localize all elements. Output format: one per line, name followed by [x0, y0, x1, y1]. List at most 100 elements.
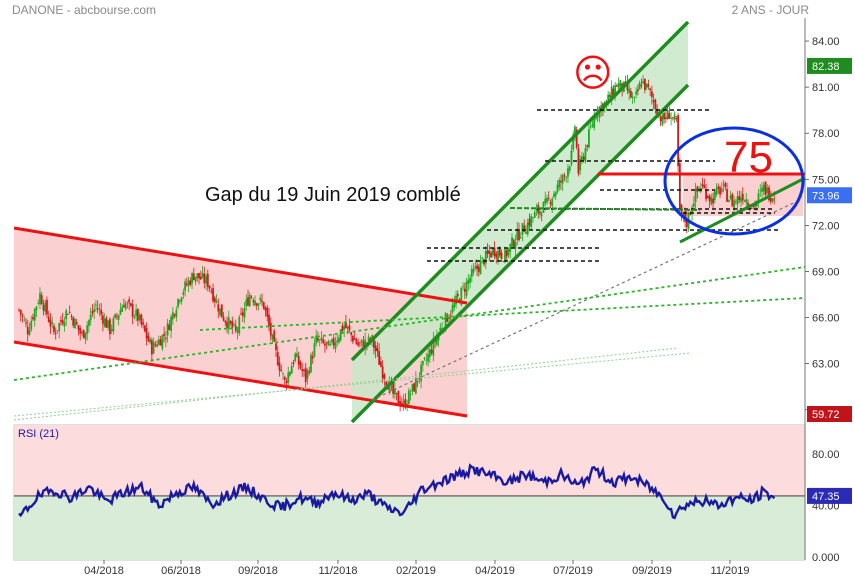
candle-body — [678, 163, 681, 208]
candle-body — [713, 191, 716, 201]
candle-body — [383, 374, 386, 380]
candle-body — [348, 325, 351, 331]
rsi-zone-oversold — [14, 495, 805, 560]
candle-body — [385, 381, 388, 385]
candle-body — [54, 332, 57, 334]
candle-body — [453, 302, 456, 308]
candle-body — [460, 287, 463, 305]
candle-body — [261, 300, 263, 303]
candle-body — [633, 97, 636, 99]
sad-face-icon: ☹ — [573, 51, 613, 95]
candle-body — [626, 82, 629, 91]
candle-body — [376, 348, 379, 352]
candle-body — [462, 286, 464, 287]
candle-body — [491, 248, 494, 255]
candle-body — [96, 307, 99, 310]
price-tick-label: 72.00 — [812, 220, 840, 232]
candle-body — [479, 260, 482, 275]
candle-body — [30, 320, 33, 330]
candle-body — [766, 187, 769, 194]
candle-body — [638, 82, 641, 90]
x-tick-label: 06/2018 — [161, 565, 201, 577]
candle-body — [33, 308, 36, 321]
candle-body — [640, 85, 643, 86]
ascending-channel-bottom — [350, 83, 690, 424]
candle-body — [23, 319, 26, 321]
candle-body — [81, 332, 83, 334]
candle-body — [121, 306, 124, 312]
level-75-annotation: 75 — [724, 133, 773, 182]
candle-body — [397, 391, 400, 404]
candle-body — [357, 342, 360, 346]
candle-body — [682, 212, 685, 216]
candle-body — [535, 208, 538, 211]
candle-body — [84, 332, 87, 340]
candle-body — [250, 296, 253, 298]
candle-body — [109, 319, 111, 335]
price-badge — [807, 187, 852, 204]
candle-body — [154, 344, 157, 346]
ascending-channel-fill — [352, 22, 688, 422]
candle-body — [532, 217, 534, 219]
candle-body — [140, 314, 143, 325]
price-badge-label: 82.38 — [812, 61, 840, 73]
candle-body — [306, 370, 309, 379]
candle-body — [497, 250, 499, 261]
candle-body — [156, 344, 159, 347]
candle-body — [341, 325, 344, 332]
candle-body — [659, 116, 662, 122]
candle-body — [708, 195, 711, 202]
candle-body — [112, 318, 115, 332]
candle-body — [163, 333, 166, 336]
candle-body — [136, 309, 139, 321]
candle-body — [49, 319, 52, 327]
candle-body — [157, 339, 160, 345]
candle-body — [367, 336, 370, 341]
candle-body — [297, 356, 300, 365]
candle-body — [724, 183, 727, 187]
candle-body — [334, 342, 337, 349]
candle-body — [502, 261, 505, 262]
candle-body — [673, 114, 676, 120]
candle-body — [675, 118, 678, 119]
candle-body — [110, 329, 113, 332]
candle-body — [726, 189, 728, 202]
candle-body — [374, 345, 377, 352]
candle-body — [325, 342, 328, 344]
ascending-channel-top — [350, 20, 690, 362]
candle-body — [257, 303, 260, 306]
candle-body — [173, 314, 176, 316]
candle-body — [39, 293, 41, 304]
candle-body — [285, 381, 288, 383]
candle-body — [208, 285, 211, 289]
candle-body — [329, 344, 332, 346]
candle-body — [523, 225, 526, 232]
candle-body — [720, 188, 723, 192]
candle-body — [584, 148, 587, 162]
candle-body — [719, 187, 721, 195]
candle-body — [18, 309, 20, 311]
price-tick-label: 81.00 — [812, 82, 840, 94]
candle-body — [289, 371, 291, 376]
candle-body — [189, 280, 192, 285]
candle-body — [671, 117, 674, 119]
candle-body — [269, 322, 272, 336]
candle-body — [191, 273, 193, 284]
candle-body — [126, 302, 129, 304]
candle-body — [636, 89, 639, 92]
candle-body — [654, 99, 657, 110]
candle-body — [219, 308, 221, 316]
candle-body — [91, 310, 94, 314]
candle-body — [582, 156, 585, 160]
candle-body — [773, 198, 776, 200]
candle-body — [509, 243, 512, 252]
candle-body — [411, 384, 414, 392]
candle-body — [324, 343, 326, 346]
candle-body — [243, 308, 246, 318]
candle-body — [470, 268, 473, 277]
candle-body — [498, 247, 501, 256]
candle-body — [477, 266, 480, 272]
candle-body — [303, 369, 305, 372]
candle-body — [42, 305, 45, 311]
